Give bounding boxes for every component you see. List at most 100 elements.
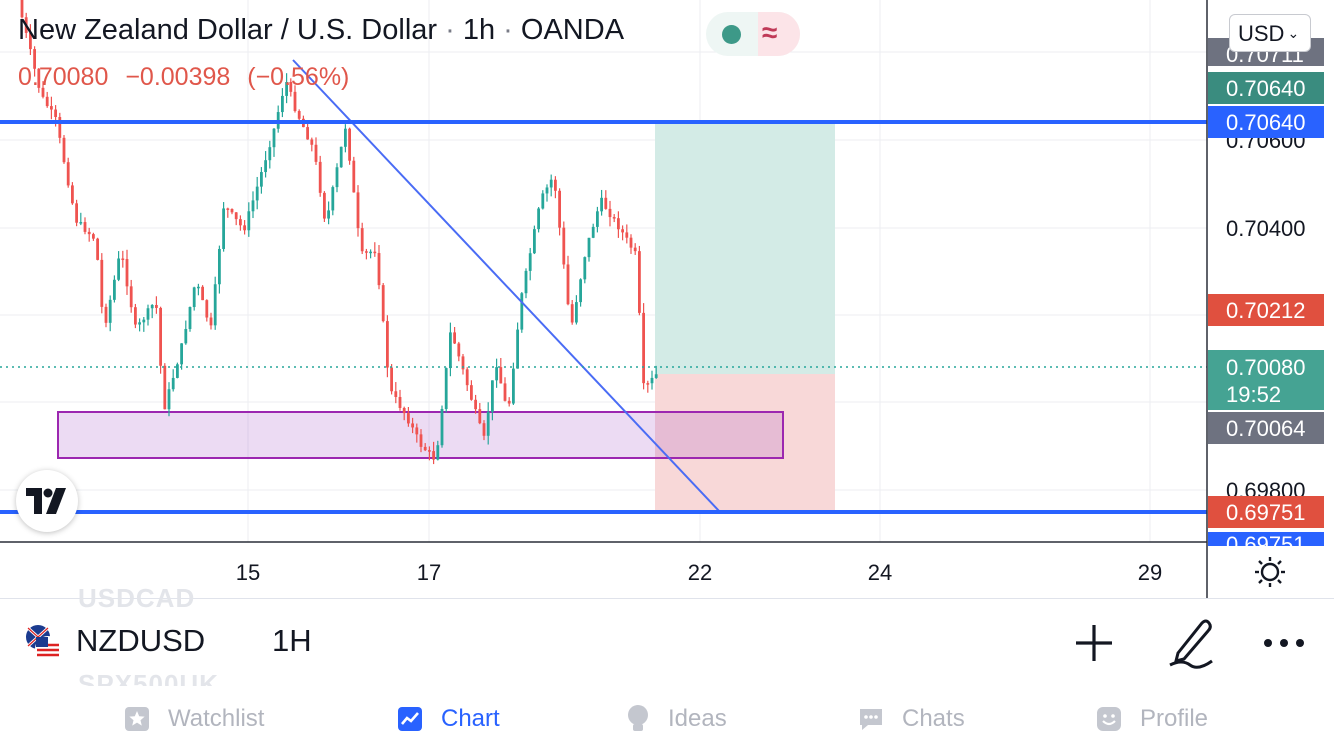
candle-body xyxy=(373,251,377,254)
tab-chats[interactable]: Chats xyxy=(858,702,965,736)
symbol-title[interactable]: New Zealand Dollar / U.S. Dollar · 1h · … xyxy=(18,14,624,47)
candle-body xyxy=(344,128,347,147)
candle-body xyxy=(533,229,536,254)
candle-body xyxy=(138,322,141,325)
candle-body xyxy=(617,218,620,230)
candle-body xyxy=(45,96,49,107)
candle-body xyxy=(83,222,87,232)
candle-body xyxy=(339,146,343,168)
price-label-line-top: 0.70640 xyxy=(1226,110,1306,135)
candle-body xyxy=(575,302,578,323)
market-open-dot-icon xyxy=(722,25,741,44)
candle-body xyxy=(247,211,251,231)
candle-body xyxy=(205,300,209,318)
drawing-tools-icon[interactable] xyxy=(1168,615,1218,669)
symbol-bar[interactable]: USDCAD SPX500UK NZDUSD 1H xyxy=(0,583,1334,699)
price-change-pct: (−0.56%) xyxy=(247,63,350,91)
candle-body xyxy=(621,229,624,233)
candle-body xyxy=(407,413,410,424)
candle-body xyxy=(251,200,255,212)
candle-body xyxy=(453,332,456,344)
interval-selector[interactable]: 1H xyxy=(272,623,312,658)
candle-body xyxy=(491,380,494,412)
candle-body xyxy=(528,253,532,271)
candle-body xyxy=(20,0,24,18)
candle-body xyxy=(327,210,330,219)
candle-body xyxy=(579,279,582,303)
candle-body xyxy=(554,179,557,191)
candle-body xyxy=(125,259,129,287)
title-interval: 1h xyxy=(462,14,496,46)
candle-body xyxy=(520,293,524,330)
candle-body xyxy=(478,409,482,424)
theme-toggle-button[interactable] xyxy=(1254,556,1286,593)
candle-body xyxy=(402,407,406,414)
grid xyxy=(0,0,1207,542)
tab-label: Profile xyxy=(1140,705,1209,732)
candle-body xyxy=(474,399,477,410)
candle-body xyxy=(213,284,217,326)
candle-body xyxy=(142,319,146,323)
time-tick: 17 xyxy=(417,560,441,585)
loss-zone[interactable] xyxy=(655,374,835,512)
profile-icon xyxy=(1097,707,1121,731)
candle-body xyxy=(486,411,490,436)
more-options-icon[interactable] xyxy=(1262,621,1306,665)
candle-body xyxy=(104,306,108,323)
trendline[interactable] xyxy=(292,59,721,513)
candle-body xyxy=(58,117,62,138)
tab-profile[interactable]: Profile xyxy=(1096,702,1208,736)
price-label-gray: 0.70064 xyxy=(1226,416,1306,441)
candle-body xyxy=(629,237,633,248)
candle-body xyxy=(495,367,498,381)
tab-chart[interactable]: Chart xyxy=(397,702,500,736)
candle-body xyxy=(167,389,171,410)
delayed-wave-icon: ≈ xyxy=(762,17,778,48)
candle-body xyxy=(159,307,162,366)
candle-body xyxy=(398,396,402,408)
candle-body xyxy=(260,172,263,187)
candle-body xyxy=(654,374,658,378)
tab-label: Ideas xyxy=(668,705,727,732)
candle-body xyxy=(596,211,599,227)
candle-body xyxy=(117,258,120,280)
candle-body xyxy=(272,128,276,148)
candle-body xyxy=(352,160,356,193)
time-tick: 15 xyxy=(236,560,260,585)
bottom-tab-bar: Watchlist Chart Ideas Chats Profile xyxy=(0,686,1334,750)
candle-body xyxy=(171,377,175,390)
candle-body xyxy=(150,304,154,309)
candle-body xyxy=(444,368,448,409)
candle-body xyxy=(318,161,322,193)
chart-area[interactable]: 0.70600 0.70400 0.69800 0.70711 0.70640 … xyxy=(0,0,1334,598)
candle-body xyxy=(566,264,570,305)
candle-body xyxy=(209,317,213,326)
time-tick: 29 xyxy=(1138,560,1162,585)
market-status-pill[interactable]: ≈ xyxy=(706,12,800,56)
currency-selector[interactable]: USD ⌄ xyxy=(1229,14,1311,52)
currency-pair-flag-icon xyxy=(24,623,61,662)
candle-body xyxy=(638,251,641,313)
price-chart[interactable]: 0.70600 0.70400 0.69800 0.70711 0.70640 … xyxy=(0,0,1334,598)
candle-body xyxy=(587,237,591,258)
separator: · xyxy=(445,14,455,46)
tab-label: Chats xyxy=(902,705,965,732)
add-plus-icon[interactable] xyxy=(1072,621,1116,665)
tab-ideas[interactable]: Ideas xyxy=(626,702,727,736)
price-label-target: 0.70640 xyxy=(1226,76,1306,101)
candle-body xyxy=(255,186,259,201)
candle-body xyxy=(386,321,389,368)
tab-watchlist[interactable]: Watchlist xyxy=(124,702,264,736)
candle-body xyxy=(411,423,414,428)
candle-body xyxy=(234,212,238,220)
candle-body xyxy=(507,400,511,404)
chats-icon xyxy=(860,709,882,730)
candle-body xyxy=(646,383,650,385)
sun-icon xyxy=(1255,557,1285,587)
candle-body xyxy=(432,451,435,460)
tradingview-logo[interactable] xyxy=(16,470,78,532)
symbol-name[interactable]: NZDUSD xyxy=(76,623,206,658)
profit-zone[interactable] xyxy=(655,122,835,374)
candle-body xyxy=(226,208,230,210)
candle-body xyxy=(134,307,137,325)
